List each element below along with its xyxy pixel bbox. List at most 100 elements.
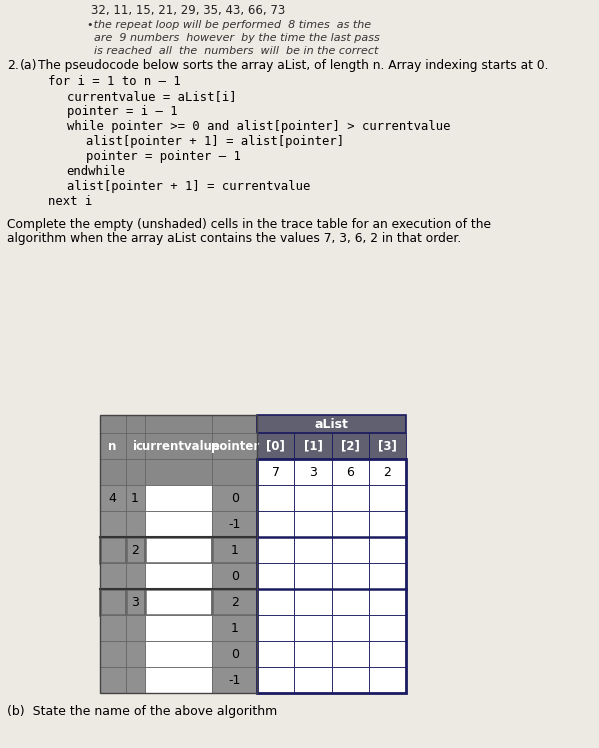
Bar — [144, 615, 212, 641]
Bar — [369, 641, 406, 667]
Bar — [257, 589, 294, 615]
Bar — [294, 563, 332, 589]
Bar — [126, 415, 144, 433]
Bar — [212, 563, 257, 589]
Bar — [144, 485, 212, 511]
Bar — [257, 511, 294, 537]
Bar — [369, 589, 406, 615]
Text: are  9 numbers  however  by the time the last pass: are 9 numbers however by the time the la… — [87, 33, 379, 43]
Bar — [212, 615, 257, 641]
Bar — [369, 537, 406, 563]
Text: 2: 2 — [231, 595, 238, 609]
Text: 3: 3 — [131, 595, 139, 609]
Bar — [294, 667, 332, 693]
Text: alist[pointer + 1] = currentvalue: alist[pointer + 1] = currentvalue — [66, 180, 310, 193]
Text: (b)  State the name of the above algorithm: (b) State the name of the above algorith… — [7, 705, 277, 718]
Bar — [294, 511, 332, 537]
Bar — [99, 667, 126, 693]
Text: currentvalue: currentvalue — [136, 440, 221, 453]
Bar — [332, 589, 369, 615]
Text: n: n — [108, 440, 117, 453]
Bar — [257, 615, 294, 641]
Bar — [369, 433, 406, 459]
Bar — [99, 615, 126, 641]
Bar — [294, 485, 332, 511]
Text: 3: 3 — [309, 465, 317, 479]
Text: aList: aList — [314, 417, 349, 431]
Text: -1: -1 — [228, 518, 241, 530]
Bar — [99, 537, 126, 563]
Bar — [99, 459, 126, 485]
Bar — [332, 485, 369, 511]
Text: 32, 11, 15, 21, 29, 35, 43, 66, 73: 32, 11, 15, 21, 29, 35, 43, 66, 73 — [91, 4, 285, 17]
Bar — [369, 615, 406, 641]
Text: 0: 0 — [231, 491, 238, 504]
Bar — [126, 641, 144, 667]
Bar — [332, 537, 369, 563]
Text: The pseudocode below sorts the array aList, of length n. Array indexing starts a: The pseudocode below sorts the array aLi… — [38, 59, 549, 72]
Bar — [257, 667, 294, 693]
Bar — [99, 563, 126, 589]
Text: [1]: [1] — [304, 440, 322, 453]
Bar — [126, 615, 144, 641]
Text: 1: 1 — [231, 544, 238, 557]
Bar — [126, 537, 144, 563]
Text: 2: 2 — [131, 544, 139, 557]
Bar — [126, 667, 144, 693]
Bar — [144, 537, 212, 563]
Bar — [257, 485, 294, 511]
Bar — [369, 485, 406, 511]
Bar — [126, 459, 144, 485]
Bar — [144, 667, 212, 693]
Bar — [99, 433, 126, 459]
Text: 7: 7 — [272, 465, 280, 479]
Text: (a): (a) — [20, 59, 37, 72]
Bar — [212, 537, 257, 563]
Bar — [144, 459, 212, 485]
Text: -1: -1 — [228, 673, 241, 687]
Bar — [99, 641, 126, 667]
Bar — [144, 433, 212, 459]
Bar — [294, 589, 332, 615]
Text: [3]: [3] — [378, 440, 397, 453]
Bar — [369, 667, 406, 693]
Text: next i: next i — [47, 195, 92, 208]
Bar — [99, 511, 126, 537]
Bar — [257, 459, 406, 693]
Bar — [294, 433, 332, 459]
Text: i: i — [133, 440, 137, 453]
Text: 2: 2 — [383, 465, 391, 479]
Bar — [99, 485, 126, 511]
Bar — [332, 459, 369, 485]
Bar — [294, 537, 332, 563]
Bar — [332, 667, 369, 693]
Bar — [257, 641, 294, 667]
Bar — [126, 485, 144, 511]
Bar — [99, 415, 126, 433]
Bar — [369, 563, 406, 589]
Bar — [212, 433, 257, 459]
Bar — [126, 589, 144, 615]
Text: •the repeat loop will be performed  8 times  as the: •the repeat loop will be performed 8 tim… — [87, 20, 371, 30]
Bar — [212, 589, 257, 615]
Text: pointer = pointer – 1: pointer = pointer – 1 — [86, 150, 241, 163]
Text: 1: 1 — [231, 622, 238, 634]
Bar — [212, 641, 257, 667]
Bar — [212, 511, 257, 537]
Bar — [144, 415, 212, 433]
Bar — [332, 511, 369, 537]
Bar — [144, 641, 212, 667]
Text: is reached  all  the  numbers  will  be in the correct: is reached all the numbers will be in th… — [87, 46, 378, 56]
Text: currentvalue = aList[i]: currentvalue = aList[i] — [66, 90, 236, 103]
Bar — [144, 511, 212, 537]
Bar — [294, 615, 332, 641]
Bar — [332, 563, 369, 589]
Text: while pointer >= 0 and alist[pointer] > currentvalue: while pointer >= 0 and alist[pointer] > … — [66, 120, 450, 133]
Bar — [126, 433, 144, 459]
Bar — [294, 459, 332, 485]
Text: pointer = i – 1: pointer = i – 1 — [66, 105, 177, 118]
Bar — [126, 563, 144, 589]
Text: 0: 0 — [231, 569, 238, 583]
Bar — [257, 433, 294, 459]
Bar — [212, 667, 257, 693]
